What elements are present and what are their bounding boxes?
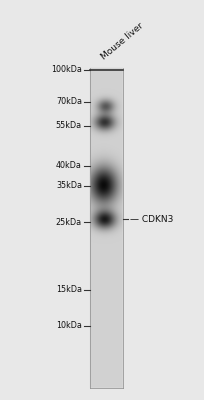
- Text: 100kDa: 100kDa: [51, 66, 82, 74]
- Text: 15kDa: 15kDa: [56, 286, 82, 294]
- Text: 25kDa: 25kDa: [56, 218, 82, 226]
- Text: Mouse liver: Mouse liver: [99, 22, 145, 62]
- Text: 70kDa: 70kDa: [56, 98, 82, 106]
- Text: 55kDa: 55kDa: [56, 122, 82, 130]
- Text: 40kDa: 40kDa: [56, 162, 82, 170]
- Text: — CDKN3: — CDKN3: [130, 215, 173, 224]
- Text: 35kDa: 35kDa: [56, 182, 82, 190]
- Text: 10kDa: 10kDa: [56, 322, 82, 330]
